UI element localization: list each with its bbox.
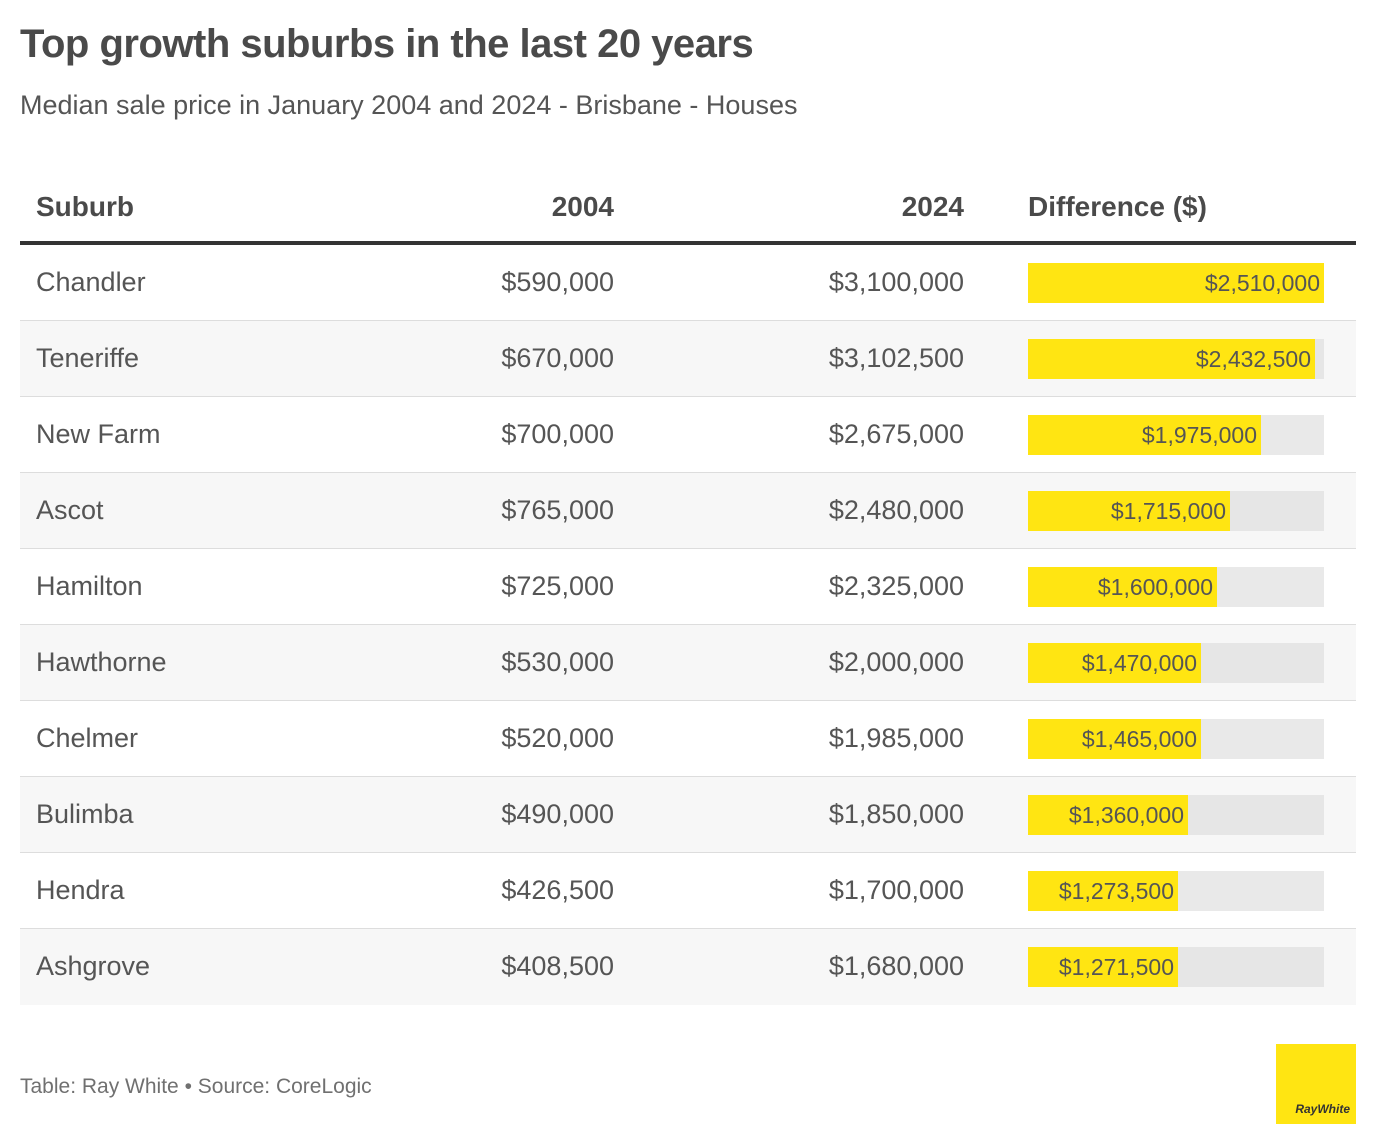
table-row: Hamilton $725,000 $2,325,000 $1,600,000 (20, 549, 1356, 625)
cell-suburb: Bulimba (36, 799, 134, 829)
difference-bar: $1,465,000 (1028, 719, 1201, 759)
difference-bar: $1,360,000 (1028, 795, 1188, 835)
cell-suburb: Hamilton (36, 571, 143, 601)
difference-bar: $1,271,500 (1028, 947, 1178, 987)
header-2024: 2024 (901, 191, 964, 222)
difference-bar: $1,975,000 (1028, 415, 1261, 455)
cell-2024: $2,000,000 (828, 647, 964, 677)
cell-2024: $1,850,000 (828, 799, 964, 829)
table-row: New Farm $700,000 $2,675,000 $1,975,000 (20, 397, 1356, 473)
difference-label: $1,975,000 (1141, 422, 1257, 448)
cell-2024: $2,675,000 (828, 419, 964, 449)
cell-2004: $670,000 (501, 343, 614, 373)
difference-bar-track: $1,600,000 (1028, 567, 1324, 607)
chart-subtitle: Median sale price in January 2004 and 20… (20, 90, 798, 120)
table-body: Chandler $590,000 $3,100,000 $2,510,000 Tene… (20, 245, 1356, 1005)
difference-label: $2,432,500 (1195, 346, 1311, 372)
table-header: Suburb 2004 2024 Difference ($) (20, 175, 1356, 245)
table-row: Ashgrove $408,500 $1,680,000 $1,271,500 (20, 929, 1356, 1005)
ray-white-logo: RayWhite (1276, 1044, 1356, 1124)
difference-bar-track: $1,360,000 (1028, 795, 1324, 835)
difference-bar-track: $2,510,000 (1028, 263, 1324, 303)
difference-bar: $1,273,500 (1028, 871, 1178, 911)
cell-suburb: Ashgrove (36, 951, 151, 981)
cell-2024: $2,325,000 (828, 571, 964, 601)
table-row: Bulimba $490,000 $1,850,000 $1,360,000 (20, 777, 1356, 853)
cell-suburb: Chelmer (36, 723, 139, 753)
cell-2004: $408,500 (501, 951, 614, 981)
cell-2004: $490,000 (501, 799, 614, 829)
table-row: Ascot $765,000 $2,480,000 $1,715,000 (20, 473, 1356, 549)
difference-label: $1,715,000 (1110, 498, 1226, 524)
table-row: Chandler $590,000 $3,100,000 $2,510,000 (20, 245, 1356, 321)
cell-2024: $1,680,000 (828, 951, 964, 981)
cell-2024: $2,480,000 (828, 495, 964, 525)
cell-suburb: Chandler (36, 267, 146, 297)
source-note: Table: Ray White • Source: CoreLogic (20, 1075, 372, 1098)
cell-2024: $1,700,000 (828, 875, 964, 905)
cell-2004: $590,000 (501, 267, 614, 297)
difference-bar: $1,715,000 (1028, 491, 1230, 531)
cell-2004: $520,000 (501, 723, 614, 753)
difference-bar: $1,470,000 (1028, 643, 1201, 683)
cell-suburb: Hawthorne (36, 647, 167, 677)
cell-suburb: Hendra (36, 875, 125, 905)
difference-bar-track: $1,273,500 (1028, 871, 1324, 911)
table-row: Teneriffe $670,000 $3,102,500 $2,432,500 (20, 321, 1356, 397)
difference-label: $1,470,000 (1081, 650, 1197, 676)
table-row: Hawthorne $530,000 $2,000,000 $1,470,000 (20, 625, 1356, 701)
cell-2004: $700,000 (501, 419, 614, 449)
cell-2024: $3,100,000 (828, 267, 964, 297)
difference-bar-track: $1,470,000 (1028, 643, 1324, 683)
difference-label: $2,510,000 (1204, 270, 1320, 296)
cell-2004: $725,000 (501, 571, 614, 601)
cell-2004: $530,000 (501, 647, 614, 677)
difference-bar-track: $2,432,500 (1028, 339, 1324, 379)
difference-bar-track: $1,975,000 (1028, 415, 1324, 455)
cell-suburb: Teneriffe (36, 343, 140, 373)
cell-2024: $3,102,500 (828, 343, 964, 373)
difference-bar-track: $1,715,000 (1028, 491, 1324, 531)
table-row: Hendra $426,500 $1,700,000 $1,273,500 (20, 853, 1356, 929)
cell-suburb: New Farm (36, 419, 161, 449)
header-suburb: Suburb (36, 191, 134, 222)
header-2004: 2004 (551, 191, 614, 222)
cell-2004: $765,000 (501, 495, 614, 525)
difference-label: $1,273,500 (1058, 878, 1174, 904)
chart-title: Top growth suburbs in the last 20 years (20, 22, 754, 66)
difference-label: $1,465,000 (1081, 726, 1197, 752)
table-row: Chelmer $520,000 $1,985,000 $1,465,000 (20, 701, 1356, 777)
cell-2024: $1,985,000 (828, 723, 964, 753)
difference-bar-track: $1,465,000 (1028, 719, 1324, 759)
cell-2004: $426,500 (501, 875, 614, 905)
difference-bar: $2,510,000 (1028, 263, 1324, 303)
header-difference: Difference ($) (1028, 191, 1207, 222)
difference-label: $1,271,500 (1058, 954, 1174, 980)
growth-table: Suburb 2004 2024 Difference ($) Chandler… (20, 175, 1356, 1005)
logo-wordmark: RayWhite (1295, 1102, 1350, 1116)
difference-label: $1,600,000 (1097, 574, 1213, 600)
difference-label: $1,360,000 (1068, 802, 1184, 828)
cell-suburb: Ascot (36, 495, 104, 525)
difference-bar: $2,432,500 (1028, 339, 1315, 379)
difference-bar: $1,600,000 (1028, 567, 1217, 607)
difference-bar-track: $1,271,500 (1028, 947, 1324, 987)
